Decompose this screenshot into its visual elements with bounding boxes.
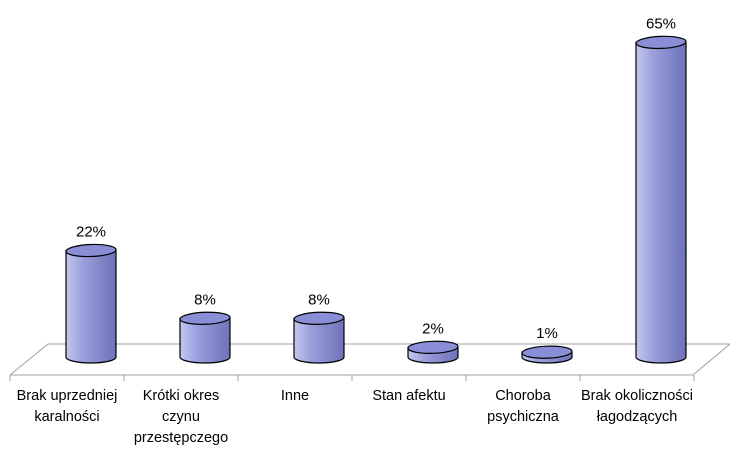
bar-4 (407, 340, 459, 364)
bar-top (407, 340, 459, 354)
bar-body (65, 249, 117, 364)
value-label: 22% (76, 224, 106, 241)
value-label: 8% (308, 291, 330, 308)
bar-2 (179, 311, 231, 364)
value-labels: 22% 8% 8% 2% 1% 65% (76, 15, 676, 342)
value-label: 2% (422, 320, 444, 337)
bar-top (635, 35, 687, 50)
bar-body (179, 317, 231, 364)
bar-3 (293, 311, 345, 364)
bar-6 (635, 35, 687, 364)
category-label: Inne (280, 388, 310, 404)
bar-top (521, 345, 573, 359)
bar-body (635, 41, 687, 364)
value-label: 1% (536, 325, 558, 342)
category-label: Choroba psychiczna (487, 388, 559, 425)
bar-1 (65, 243, 117, 364)
value-label: 8% (194, 291, 216, 308)
chart-floor (9, 343, 730, 381)
bar-5 (521, 345, 573, 364)
category-label: Brak uprzedniej karalności (16, 388, 118, 425)
category-label: Brak okoliczności łagodzących (580, 388, 693, 425)
floor-outline (9, 343, 730, 376)
category-label: Krótki okres czynu przestępczego (133, 388, 229, 446)
category-label: Stan afektu (372, 388, 446, 404)
bar-top (293, 311, 345, 325)
bar-top (65, 243, 117, 258)
bar-series (65, 35, 687, 364)
bar-top (179, 311, 231, 325)
bar-body (293, 317, 345, 364)
value-label: 65% (646, 15, 676, 32)
